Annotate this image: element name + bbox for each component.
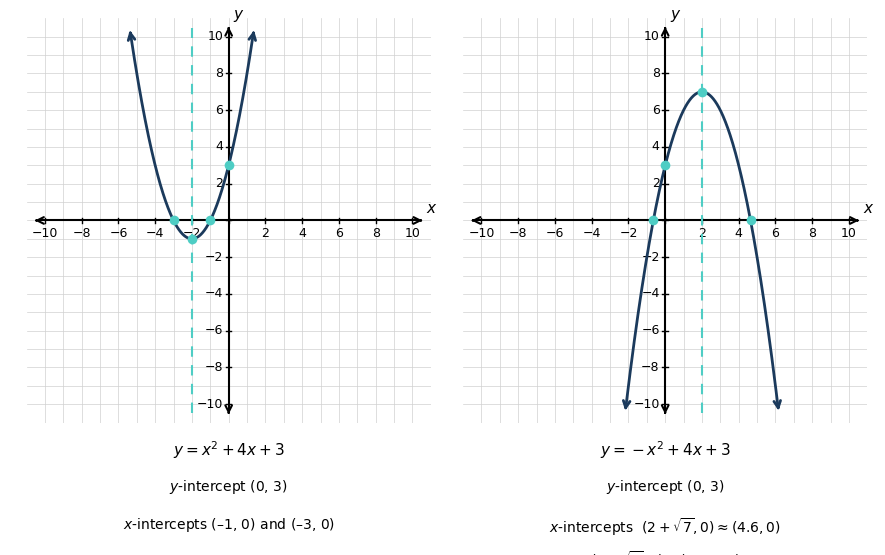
Text: −8: −8	[204, 361, 223, 374]
Text: 4: 4	[652, 140, 659, 154]
Text: −4: −4	[642, 287, 659, 300]
Text: −8: −8	[509, 227, 527, 240]
Text: −6: −6	[109, 227, 127, 240]
Text: 8: 8	[808, 227, 816, 240]
Text: −2: −2	[642, 251, 659, 264]
Text: −4: −4	[204, 287, 223, 300]
Text: 4: 4	[215, 140, 223, 154]
Text: −2: −2	[204, 251, 223, 264]
Text: $y$: $y$	[670, 8, 681, 24]
Text: −10: −10	[634, 398, 659, 411]
Text: −4: −4	[582, 227, 601, 240]
Text: 2: 2	[652, 177, 659, 190]
Text: 10: 10	[207, 30, 223, 43]
Text: 10: 10	[643, 30, 659, 43]
Text: 6: 6	[335, 227, 342, 240]
Text: 10: 10	[841, 227, 857, 240]
Text: 2: 2	[698, 227, 706, 240]
Text: $y$-intercept (0, 3): $y$-intercept (0, 3)	[169, 478, 288, 496]
Text: 8: 8	[215, 67, 223, 80]
Text: $x$: $x$	[427, 201, 438, 216]
Text: 6: 6	[652, 104, 659, 117]
Text: −10: −10	[32, 227, 58, 240]
Text: $y$-intercept (0, 3): $y$-intercept (0, 3)	[606, 478, 725, 496]
Text: −2: −2	[620, 227, 637, 240]
Text: $y$: $y$	[234, 8, 245, 24]
Text: 10: 10	[404, 227, 420, 240]
Text: $(2 - \sqrt{7}, 0) \approx (-0.6, 0)$: $(2 - \sqrt{7}, 0) \approx (-0.6, 0)$	[589, 549, 741, 555]
Text: $y = -x^2 + 4x + 3$: $y = -x^2 + 4x + 3$	[600, 440, 730, 461]
Text: 8: 8	[372, 227, 380, 240]
Text: −10: −10	[468, 227, 495, 240]
Text: 2: 2	[215, 177, 223, 190]
Text: −4: −4	[146, 227, 165, 240]
Text: 6: 6	[772, 227, 780, 240]
Text: $y = x^2 + 4x + 3$: $y = x^2 + 4x + 3$	[173, 440, 285, 461]
Text: −2: −2	[182, 227, 201, 240]
Text: −10: −10	[196, 398, 223, 411]
Text: $x$: $x$	[863, 201, 874, 216]
Text: 2: 2	[261, 227, 269, 240]
Text: 8: 8	[651, 67, 659, 80]
Text: −8: −8	[73, 227, 91, 240]
Text: −6: −6	[642, 324, 659, 337]
Text: $x$-intercepts  $(2 + \sqrt{7}, 0) \approx (4.6, 0)$: $x$-intercepts $(2 + \sqrt{7}, 0) \appro…	[550, 516, 781, 538]
Text: 4: 4	[735, 227, 743, 240]
Text: −8: −8	[642, 361, 659, 374]
Text: −6: −6	[204, 324, 223, 337]
Text: 4: 4	[298, 227, 306, 240]
Text: −6: −6	[546, 227, 564, 240]
Text: 6: 6	[215, 104, 223, 117]
Text: $x$-intercepts (–1, 0) and (–3, 0): $x$-intercepts (–1, 0) and (–3, 0)	[123, 516, 335, 534]
